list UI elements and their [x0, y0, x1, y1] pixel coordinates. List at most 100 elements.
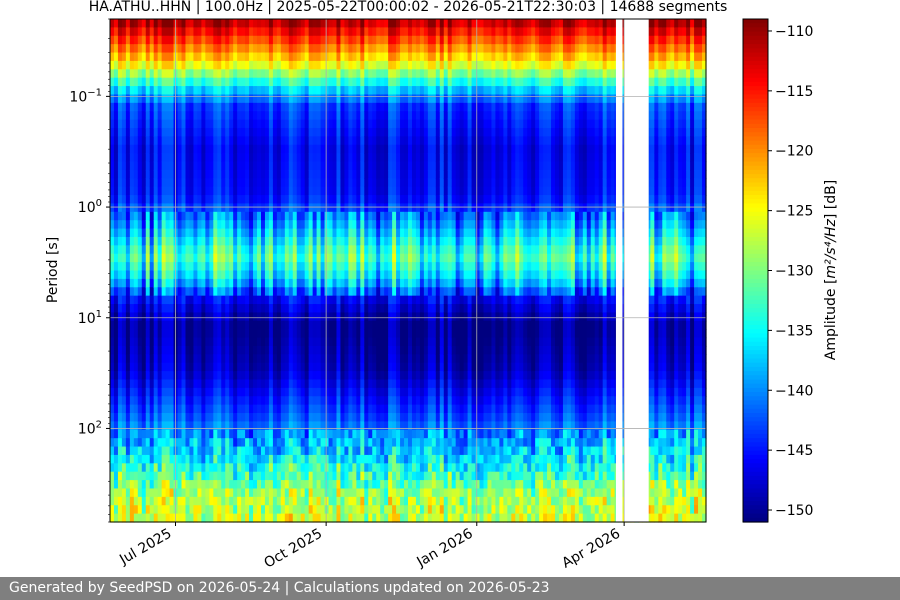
- heatmap-cell: [435, 312, 441, 322]
- heatmap-cell: [308, 446, 314, 456]
- heatmap-cell: [392, 396, 397, 406]
- heatmap-cell: [129, 270, 135, 280]
- heatmap-cell: [205, 480, 210, 490]
- heatmap-cell: [117, 178, 123, 188]
- heatmap-cell: [253, 35, 258, 45]
- heatmap-cell: [121, 144, 127, 154]
- heatmap-cell: [181, 404, 187, 414]
- heatmap-cell: [427, 337, 433, 347]
- heatmap-cell: [300, 480, 306, 490]
- heatmap-cell: [404, 127, 409, 137]
- heatmap-cell: [237, 454, 242, 464]
- heatmap-cell: [384, 153, 389, 163]
- heatmap-cell: [169, 69, 175, 79]
- heatmap-cell: [400, 312, 405, 322]
- heatmap-cell: [209, 211, 214, 221]
- heatmap-cell: [300, 513, 306, 523]
- heatmap-cell: [229, 429, 234, 439]
- heatmap-cell: [113, 404, 119, 414]
- heatmap-cell: [364, 446, 369, 456]
- heatmap-cell: [380, 44, 385, 54]
- heatmap-cell: [181, 312, 187, 322]
- heatmap-cell: [253, 262, 258, 272]
- heatmap-cell: [376, 404, 381, 414]
- heatmap-cell: [404, 211, 409, 221]
- heatmap-cell: [288, 396, 294, 406]
- heatmap-cell: [328, 245, 334, 255]
- heatmap-cell: [360, 153, 365, 163]
- heatmap-cell: [332, 127, 338, 137]
- heatmap-cell: [296, 480, 302, 490]
- heatmap-cell: [419, 413, 425, 422]
- heatmap-cell: [352, 454, 357, 464]
- heatmap-cell: [121, 312, 127, 322]
- heatmap-cell: [384, 77, 389, 87]
- heatmap-cell: [113, 211, 119, 221]
- heatmap-cell: [241, 337, 246, 347]
- heatmap-cell: [292, 354, 298, 364]
- heatmap-cell: [177, 211, 183, 221]
- heatmap-cell: [121, 86, 127, 96]
- heatmap-cell: [439, 136, 445, 146]
- heatmap-cell: [129, 35, 135, 45]
- heatmap-cell: [423, 295, 429, 305]
- heatmap-cell: [125, 161, 131, 171]
- heatmap-cell: [257, 60, 262, 70]
- heatmap-cell: [320, 371, 326, 381]
- heatmap-cell: [213, 69, 218, 79]
- heatmap-cell: [233, 86, 238, 96]
- heatmap-cell: [431, 94, 437, 104]
- heatmap-cell: [280, 178, 286, 188]
- heatmap-cell: [125, 329, 131, 339]
- heatmap-cell: [185, 320, 191, 330]
- heatmap-cell: [149, 413, 155, 422]
- heatmap-cell: [384, 245, 389, 255]
- heatmap-cell: [161, 320, 167, 330]
- heatmap-cell: [149, 379, 155, 389]
- heatmap-cell: [149, 396, 155, 406]
- heatmap-cell: [388, 354, 393, 364]
- heatmap-cell: [157, 463, 163, 473]
- heatmap-cell: [205, 287, 210, 297]
- heatmap-cell: [257, 19, 262, 28]
- heatmap-cell: [356, 304, 361, 314]
- heatmap-cell: [141, 337, 147, 347]
- heatmap-cell: [419, 262, 425, 272]
- heatmap-cell: [348, 60, 353, 70]
- heatmap-cell: [157, 228, 163, 238]
- heatmap-cell: [197, 144, 202, 154]
- heatmap-cell: [304, 329, 310, 339]
- heatmap-cell: [364, 270, 369, 280]
- heatmap-cell: [233, 287, 238, 297]
- heatmap-cell: [304, 446, 310, 456]
- heatmap-cell: [364, 295, 369, 305]
- heatmap-cell: [332, 111, 338, 121]
- heatmap-cell: [233, 195, 238, 205]
- heatmap-cell: [149, 387, 155, 397]
- heatmap-cell: [364, 421, 369, 431]
- heatmap-cell: [117, 69, 123, 79]
- heatmap-cell: [336, 153, 342, 163]
- heatmap-cell: [304, 404, 310, 414]
- heatmap-cell: [161, 421, 167, 431]
- heatmap-cell: [272, 136, 278, 146]
- heatmap-cell: [237, 27, 242, 37]
- heatmap-cell: [288, 312, 294, 322]
- heatmap-cell: [133, 471, 139, 481]
- heatmap-cell: [197, 253, 202, 263]
- heatmap-cell: [364, 262, 369, 272]
- heatmap-cell: [197, 211, 202, 221]
- heatmap-cell: [253, 295, 258, 305]
- heatmap-cell: [249, 480, 254, 490]
- heatmap-cell: [427, 396, 433, 406]
- heatmap-cell: [423, 211, 429, 221]
- heatmap-cell: [376, 102, 381, 112]
- heatmap-cell: [205, 371, 210, 381]
- heatmap-cell: [368, 438, 373, 448]
- heatmap-cell: [153, 220, 159, 230]
- heatmap-cell: [304, 429, 310, 439]
- heatmap-cell: [396, 203, 401, 213]
- heatmap-cell: [376, 262, 381, 272]
- heatmap-cell: [300, 329, 306, 339]
- heatmap-cell: [117, 161, 123, 171]
